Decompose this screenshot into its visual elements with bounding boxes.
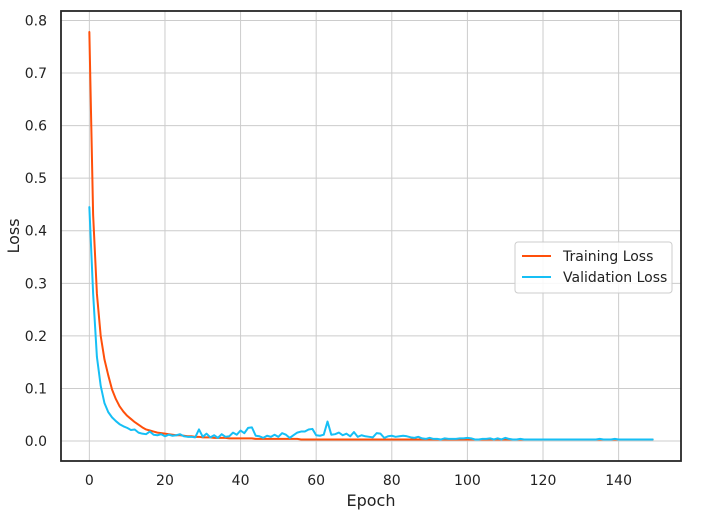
x-tick-label: 60 xyxy=(307,473,325,489)
x-tick-label: 140 xyxy=(605,473,632,489)
y-tick-label: 0.8 xyxy=(25,13,47,29)
y-tick-labels: 0.0 0.1 0.2 0.3 0.4 0.5 0.6 0.7 0.8 xyxy=(25,13,47,450)
x-tick-label: 40 xyxy=(232,473,250,489)
y-tick-label: 0.6 xyxy=(25,119,47,135)
legend: Training Loss Validation Loss xyxy=(514,241,673,294)
y-tick-label: 0.1 xyxy=(25,381,47,397)
series-line-validation-loss xyxy=(88,206,654,441)
series-layer xyxy=(88,31,654,441)
y-tick-label: 0.7 xyxy=(25,66,47,82)
legend-box xyxy=(514,241,673,294)
legend-label-training-loss: Training Loss xyxy=(562,249,653,265)
y-tick-label: 0.5 xyxy=(25,171,47,187)
grid xyxy=(61,11,681,461)
x-tick-label: 0 xyxy=(85,473,94,489)
y-tick-label: 0.2 xyxy=(25,329,47,345)
x-tick-label: 100 xyxy=(454,473,481,489)
y-tick-label: 0.0 xyxy=(25,434,47,450)
plot-area xyxy=(61,11,681,461)
axes-frame xyxy=(60,10,682,462)
x-tick-label: 120 xyxy=(530,473,557,489)
y-tick-label: 0.3 xyxy=(25,276,47,292)
x-axis-label: Epoch xyxy=(347,491,396,510)
x-tick-label: 80 xyxy=(383,473,401,489)
y-tick-label: 0.4 xyxy=(25,224,47,240)
y-axis-label: Loss xyxy=(4,218,23,253)
x-tick-labels: 0 20 40 60 80 100 120 140 xyxy=(85,473,632,489)
x-tick-label: 20 xyxy=(156,473,174,489)
legend-label-validation-loss: Validation Loss xyxy=(563,270,667,286)
